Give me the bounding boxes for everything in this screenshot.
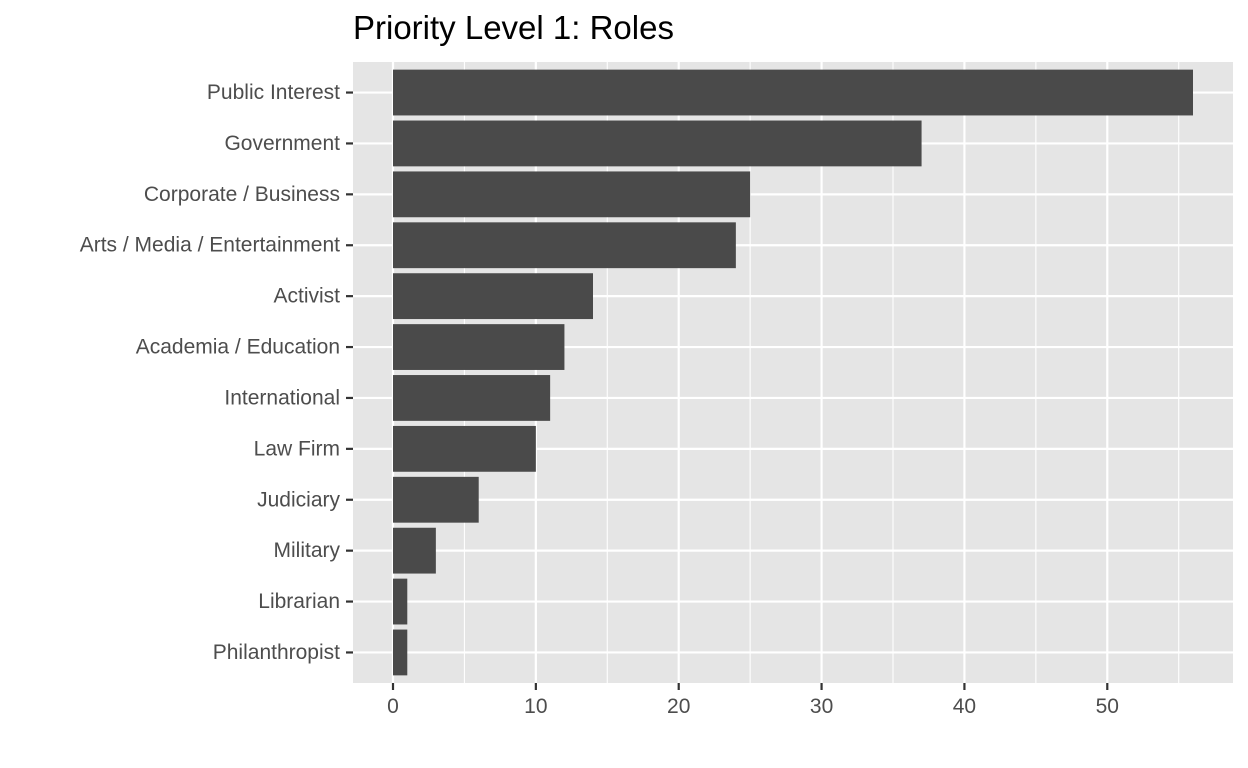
x-tick-label: 20: [667, 695, 690, 718]
x-axis: 0 10 20 30 40 50: [387, 683, 1119, 718]
y-axis: Public Interest Government Corporate / Bus…: [80, 81, 353, 664]
bar-philanthropist: [393, 629, 408, 676]
y-tick-label: Judiciary: [257, 488, 340, 511]
bar-activist: [393, 273, 593, 320]
y-tick-label: Public Interest: [207, 81, 340, 104]
y-tick-label: Academia / Education: [136, 336, 340, 359]
y-tick-label: International: [224, 386, 340, 409]
y-tick-label: Corporate / Business: [144, 183, 340, 206]
bar-librarian: [393, 578, 408, 625]
bars: [393, 69, 1193, 676]
y-tick-label: Activist: [273, 285, 340, 308]
x-tick-label: 40: [953, 695, 976, 718]
y-tick-label: Librarian: [258, 590, 340, 613]
y-tick-label: Law Firm: [254, 437, 340, 460]
bar-arts-media-entertainment: [393, 222, 736, 269]
bar-public-interest: [393, 69, 1193, 116]
x-tick-label: 30: [810, 695, 833, 718]
bar-academia-education: [393, 324, 565, 370]
bar-government: [393, 120, 922, 167]
bar-military: [393, 527, 436, 574]
y-tick-label: Military: [274, 539, 341, 562]
bar-international: [393, 375, 551, 421]
x-tick-label: 50: [1096, 695, 1119, 718]
bar-judiciary: [393, 476, 479, 523]
y-tick-label: Government: [224, 132, 340, 155]
chart-title: Priority Level 1: Roles: [353, 9, 674, 46]
x-tick-label: 10: [524, 695, 547, 718]
bar-corporate-business: [393, 171, 751, 218]
y-tick-label: Philanthropist: [213, 641, 340, 664]
bar-law-firm: [393, 425, 536, 472]
x-tick-label: 0: [387, 695, 399, 718]
y-tick-label: Arts / Media / Entertainment: [80, 234, 340, 257]
